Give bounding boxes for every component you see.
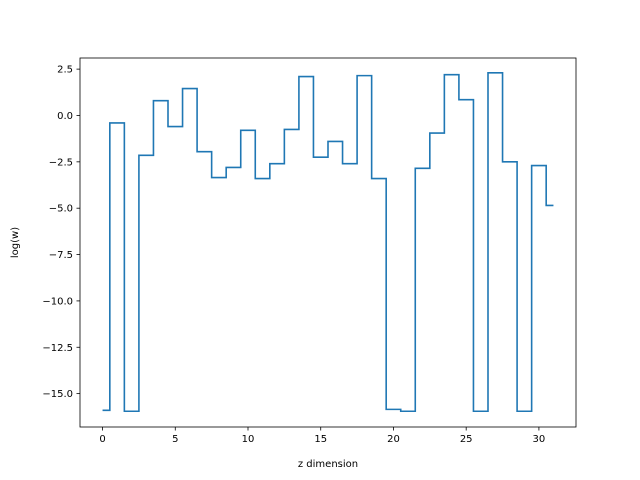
x-axis: 0 5 10 15 20 25 30 [99, 427, 545, 445]
y-tick-label: −2.5 [49, 157, 73, 168]
x-axis-label: z dimension [298, 459, 358, 470]
axes-frame [79, 57, 577, 428]
x-tick-label: 30 [533, 434, 546, 445]
y-tick-label: −15.0 [42, 389, 73, 400]
x-tick-label: 10 [242, 434, 255, 445]
y-tick-label: 0.0 [57, 111, 73, 122]
x-tick-label: 0 [99, 434, 105, 445]
y-axis-label: log(w) [10, 227, 21, 258]
y-tick-label: −12.5 [42, 343, 73, 354]
y-tick-label: −5.0 [49, 204, 73, 215]
series-line-0 [102, 72, 554, 413]
y-tick-label: −10.0 [42, 296, 73, 307]
y-axis: 2.5 0.0 −2.5 −5.0 −7.5 −10.0 −12.5 −15.0 [42, 65, 80, 400]
x-tick-label: 20 [387, 434, 400, 445]
x-tick-label: 15 [314, 434, 327, 445]
x-tick-label: 25 [460, 434, 473, 445]
y-tick-label: −7.5 [49, 250, 73, 261]
x-tick-label: 5 [172, 434, 178, 445]
plot-area [79, 57, 577, 428]
y-tick-label: 2.5 [57, 65, 73, 76]
